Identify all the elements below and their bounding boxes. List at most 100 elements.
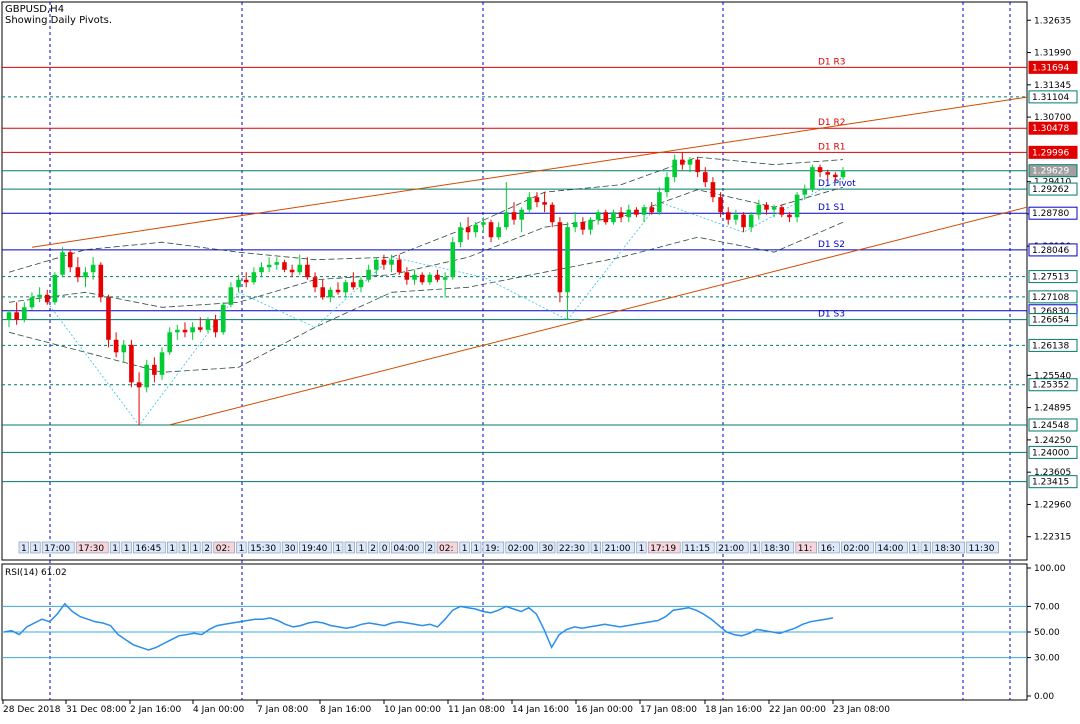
event-stamp-text: 1 (193, 544, 199, 554)
candle-body (83, 272, 88, 278)
price-level-tag (1028, 182, 1078, 196)
event-stamp-text: 1 (33, 544, 39, 554)
candle-body (741, 214, 746, 228)
candle-body (603, 212, 609, 223)
price-level-value: 1.28780 (1032, 209, 1069, 219)
event-stamp-text: 2 (427, 544, 433, 554)
event-stamp-text: 02:00 (508, 544, 534, 554)
event-stamp-box (18, 541, 29, 554)
event-stamp-box (715, 541, 749, 554)
event-stamp-box (391, 541, 424, 554)
rsi-axis-label: 70.00 (1034, 602, 1060, 612)
candle-body (618, 212, 624, 218)
candle-body (282, 262, 287, 270)
candle-body (136, 382, 142, 388)
rsi-series-line (3, 602, 834, 651)
event-stamp-text: 02: (439, 544, 453, 554)
event-stamp-text: 15:30 (250, 544, 276, 554)
candle-body (611, 212, 616, 223)
price-level-tag (1028, 445, 1078, 459)
event-stamp-box (333, 541, 344, 554)
candle-body (825, 172, 830, 175)
event-stamp-box (344, 541, 355, 554)
event-stamp-box (602, 541, 635, 554)
price-level-tag (1028, 121, 1078, 135)
candle-body (396, 259, 402, 273)
event-stamp-box (590, 541, 601, 554)
event-stamp-box (647, 541, 681, 554)
candle-body (106, 297, 111, 340)
time-axis-label: 7 Jan 08:00 (257, 705, 309, 715)
pivot-level-name: D1 Pivot (818, 179, 856, 189)
event-stamp-text: 2 (370, 544, 376, 554)
candle-body (634, 209, 639, 215)
candle-body (817, 167, 823, 173)
event-stamp-text: 19:40 (301, 544, 327, 554)
trendline (169, 206, 1028, 426)
candle-body (764, 204, 769, 210)
rsi-axis-label: 100.00 (1034, 564, 1066, 574)
candle-body (6, 312, 12, 320)
time-axis-label: 11 Jan 08:00 (448, 705, 505, 715)
candle-body (389, 259, 394, 265)
candle-body (90, 264, 96, 273)
trendline (31, 96, 1028, 248)
candle-body (381, 259, 387, 265)
event-stamp-box (636, 541, 647, 554)
candle-body (289, 269, 295, 273)
candle-body (152, 364, 157, 375)
time-axis-label: 10 Jan 00:00 (384, 705, 441, 715)
price-level-tag (1028, 338, 1078, 352)
candle-body (496, 227, 501, 238)
candle-body (504, 212, 509, 228)
candle-body (511, 212, 517, 220)
candle-body (595, 212, 601, 220)
candle-body (305, 264, 310, 278)
event-stamp-text: 14:00 (877, 544, 903, 554)
candle-body (266, 264, 272, 268)
event-stamp-box (471, 541, 482, 554)
candle-body (718, 197, 723, 213)
event-stamp-box (875, 541, 908, 554)
event-stamp-text: 18:30 (764, 544, 790, 554)
price-level-tag (1028, 243, 1078, 257)
price-axis-label: 1.32635 (1034, 16, 1071, 26)
price-level-value: 1.29996 (1032, 148, 1069, 158)
event-stamp-text: 1 (124, 544, 130, 554)
price-level-tag (1028, 60, 1078, 74)
candle-body (328, 289, 333, 298)
candle-body (351, 282, 356, 288)
candle-body (833, 174, 838, 178)
candle-body (228, 287, 234, 305)
rsi-title: RSI(14) 61.02 (5, 568, 67, 578)
candle-body (167, 332, 172, 353)
candle-body (649, 207, 655, 213)
candle-body (67, 252, 73, 268)
candle-body (557, 222, 563, 293)
price-level-value: 1.27513 (1032, 273, 1069, 283)
event-stamp-box (75, 541, 109, 554)
candle-body (190, 327, 195, 333)
event-stamp-box (167, 541, 178, 554)
price-axis-label: 1.30700 (1034, 113, 1071, 123)
price-level-tag (1028, 378, 1078, 392)
price-axis-label: 1.31345 (1034, 81, 1071, 91)
event-stamp-box (841, 541, 874, 554)
event-stamp-text: 22:30 (559, 544, 585, 554)
event-stamp-text: 1 (335, 544, 341, 554)
price-level-tag (1028, 313, 1078, 327)
candle-body (702, 172, 708, 183)
time-axis-label: 22 Jan 00:00 (769, 705, 826, 715)
price-level-value: 1.31104 (1032, 93, 1069, 103)
event-stamp-box (459, 541, 470, 554)
candle-body (419, 274, 425, 283)
event-stamp-box (30, 541, 41, 554)
pivot-level-name: D1 R2 (818, 118, 846, 128)
event-stamp-box (190, 541, 201, 554)
candle-body (274, 262, 280, 265)
event-stamp-box (556, 541, 590, 554)
candle-body (519, 209, 524, 220)
candle-body (473, 224, 479, 233)
